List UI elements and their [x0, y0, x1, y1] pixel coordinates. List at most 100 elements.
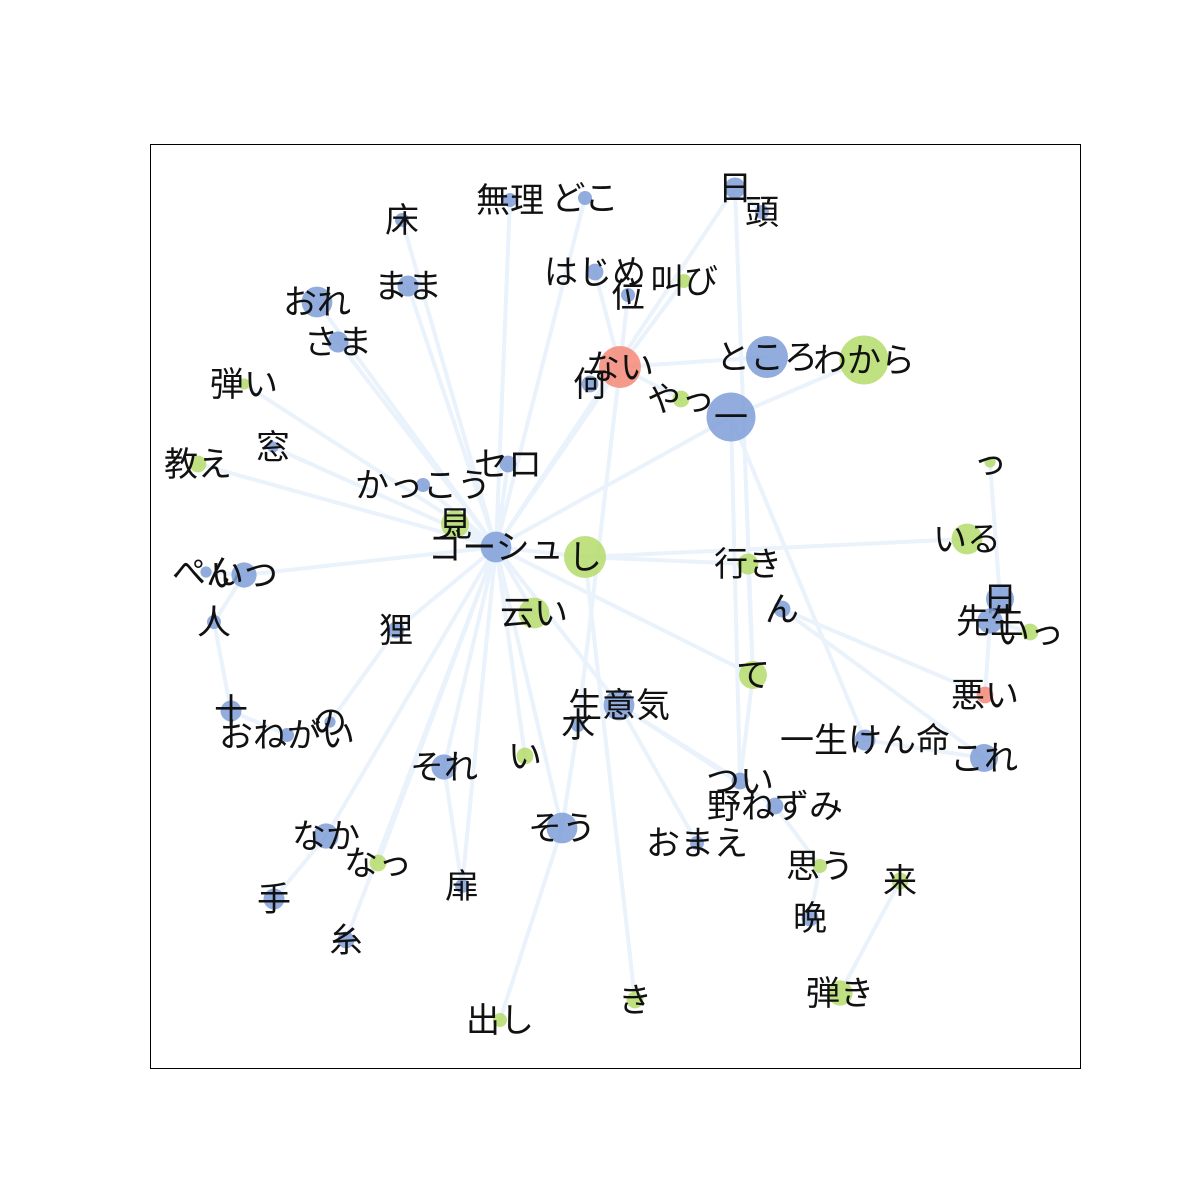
- node-tsu: っ: [973, 443, 1007, 483]
- node-circle: [387, 621, 405, 639]
- node-label: おねがい: [219, 716, 355, 756]
- node-circle: [977, 608, 1003, 634]
- node-omou: 思う: [786, 847, 854, 887]
- node-label: い: [508, 737, 542, 777]
- node-circle: [571, 718, 585, 732]
- node-circle: [854, 729, 876, 751]
- node-label: 弾き: [806, 974, 874, 1014]
- node-oshie: 教え: [164, 445, 232, 485]
- edge-isshoukenmei-kore: [863, 738, 986, 760]
- node-circle: [773, 600, 791, 618]
- node-label: し: [568, 538, 602, 578]
- node-kuru: 来: [883, 862, 917, 902]
- node-label: どこ: [552, 179, 619, 219]
- node-circle: [690, 836, 704, 850]
- node-te2: 手: [257, 880, 291, 920]
- node-sakebi: 叫び: [650, 262, 718, 302]
- node-label: て: [736, 656, 770, 696]
- node-label: 悪い: [951, 676, 1019, 716]
- node-circle: [267, 441, 279, 453]
- node-label: いる: [933, 520, 1001, 560]
- node-onegai: おねがい: [219, 716, 355, 756]
- node-i: い: [508, 737, 542, 777]
- node-label: セロ: [474, 445, 542, 485]
- node-iki: 行き: [714, 545, 782, 585]
- node-sou: そう: [528, 809, 596, 849]
- node-circle: [431, 754, 457, 780]
- node-label: 十: [214, 692, 248, 732]
- node-label: 見: [438, 505, 472, 545]
- node-no: の: [313, 703, 347, 743]
- node-label: そう: [528, 809, 596, 849]
- node-yatsu: やっ: [647, 380, 715, 420]
- node-label: 手: [257, 880, 291, 920]
- node-atama: 頭: [745, 193, 779, 233]
- node-ichi: 一: [706, 392, 756, 442]
- node-mu: 無理: [476, 181, 544, 221]
- node-circle: [395, 213, 409, 227]
- node-nonezumi: 野ねずみ: [707, 787, 843, 827]
- node-naka: なか: [292, 817, 360, 857]
- edge-gooshu-ichi: [494, 415, 733, 549]
- node-label: いっ: [996, 613, 1064, 653]
- node-circle: [564, 536, 606, 578]
- node-circle: [986, 585, 1014, 613]
- node-circle: [581, 375, 599, 393]
- node-circle: [503, 193, 517, 207]
- node-label: 野ねずみ: [707, 787, 843, 827]
- node-circle: [739, 661, 767, 689]
- node-label: 一: [714, 398, 748, 438]
- edge-n-warui: [780, 607, 987, 697]
- node-yuka: 床: [385, 201, 419, 241]
- node-kurai: 位: [611, 276, 645, 316]
- edge-gooshu-mama: [406, 284, 498, 549]
- node-kore: これ: [950, 739, 1018, 779]
- node-hajime: はじめ: [544, 253, 646, 293]
- node-circle: [677, 274, 691, 288]
- edge-te-tsui: [738, 673, 755, 783]
- node-label: っ: [973, 443, 1007, 483]
- node-circle: [737, 553, 759, 575]
- edge-ichi-tsui: [729, 415, 742, 783]
- node-circle: [976, 686, 994, 704]
- node-label: き: [618, 981, 652, 1021]
- edge-gooshu-tobira: [460, 545, 498, 888]
- node-label: かっこう: [355, 466, 491, 506]
- node-mado: 窓: [256, 428, 290, 468]
- edge-shi-ki: [583, 555, 637, 1002]
- node-circle: [200, 566, 212, 578]
- node-hi: 日: [718, 169, 752, 209]
- node-shi: し: [564, 536, 606, 578]
- node-label: 日: [718, 169, 752, 209]
- node-label: はじめ: [544, 253, 646, 293]
- edge-nonezumi-omou: [773, 804, 822, 868]
- node-label: ぺん: [172, 553, 240, 593]
- edge-tsu-nichi2: [988, 460, 1002, 601]
- edge-gooshu-yuka: [400, 218, 498, 549]
- node-circle: [731, 772, 749, 790]
- edge-gooshu-ito: [344, 545, 498, 942]
- node-circle: [755, 205, 769, 219]
- node-circle: [337, 931, 355, 949]
- node-iru: いる: [933, 520, 1001, 560]
- node-circle: [599, 346, 641, 388]
- edge-gooshu-doko: [494, 196, 587, 549]
- node-layer: 無理 どこ 日頭 床はじめ 叫び位 ままおれさまない ところわから何 やっ 一 弾い教え窓 セロかっ…: [164, 169, 1064, 1041]
- node-label: さま: [304, 323, 372, 363]
- node-sero: セロ: [474, 445, 542, 485]
- node-circle: [324, 716, 336, 728]
- node-circle: [1021, 623, 1039, 641]
- node-circle: [416, 478, 430, 492]
- node-circle: [626, 991, 644, 1009]
- node-sama: さま: [304, 323, 372, 363]
- node-sore: それ: [410, 748, 478, 788]
- node-sensei: 先生: [956, 602, 1024, 642]
- node-label: 頭: [745, 193, 779, 233]
- node-circle: [480, 531, 512, 563]
- edge-n-kore: [780, 607, 986, 760]
- node-circle: [621, 288, 635, 302]
- node-circle: [518, 597, 550, 629]
- node-itsu2: いっ: [996, 613, 1064, 653]
- node-circle: [951, 523, 983, 555]
